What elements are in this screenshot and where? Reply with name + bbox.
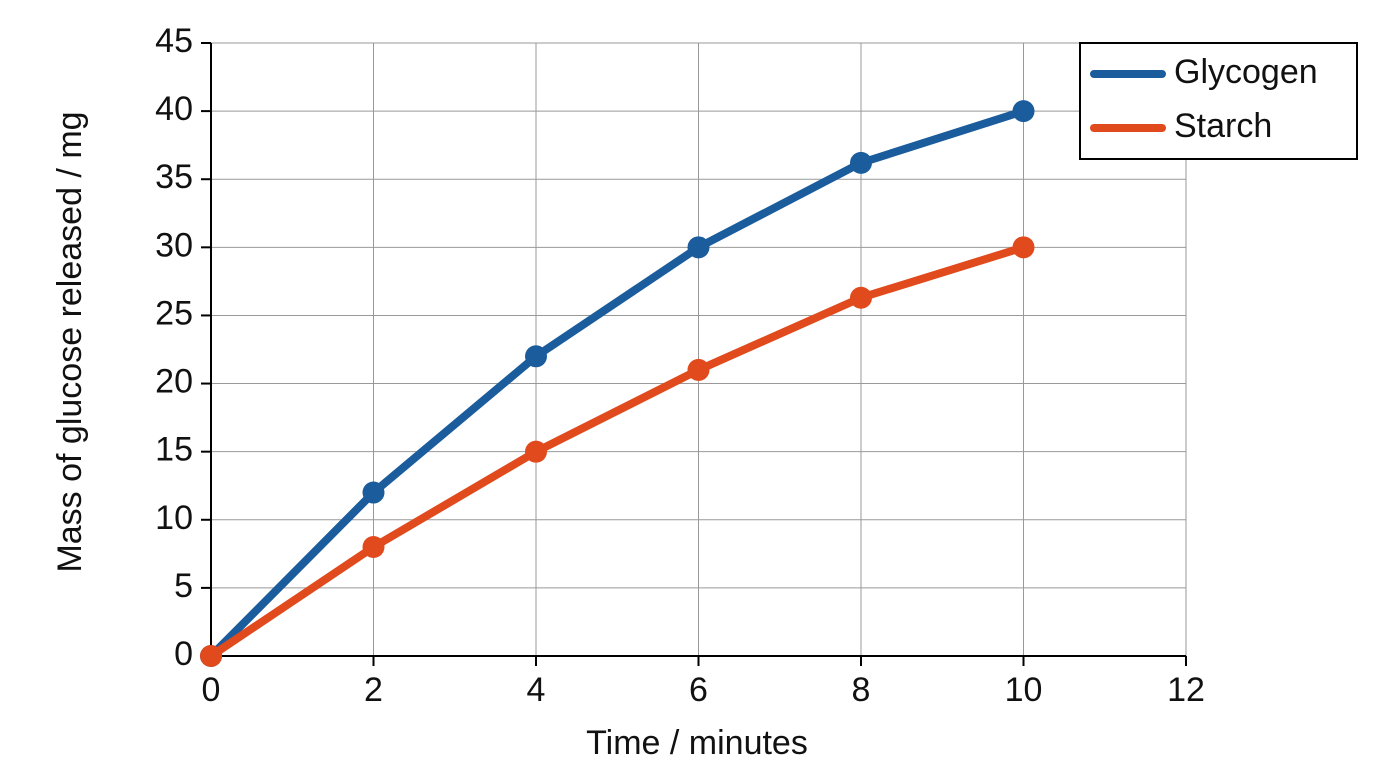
y-tick-label: 35 [155, 158, 193, 196]
x-tick-label: 10 [1005, 671, 1043, 709]
y-tick-label: 20 [155, 363, 193, 401]
data-point [687, 358, 710, 381]
series-line [208, 107, 1025, 659]
series-line [208, 243, 1025, 660]
x-tick-label: 12 [1167, 671, 1205, 709]
y-tick-label: 25 [155, 294, 193, 332]
y-tick-label: 40 [155, 90, 193, 128]
x-tick-label: 0 [202, 671, 221, 709]
data-point [850, 286, 872, 309]
y-tick-label: 0 [174, 635, 193, 673]
data-point [525, 440, 547, 463]
legend-box [1079, 42, 1358, 160]
y-tick-label: 45 [155, 22, 193, 60]
data-point [687, 236, 710, 259]
data-point [362, 536, 385, 559]
x-tick-label: 2 [364, 671, 383, 709]
data-point [1012, 100, 1035, 123]
data-point [200, 645, 222, 667]
data-point [1012, 236, 1035, 259]
data-point [362, 481, 385, 504]
data-point [850, 151, 872, 174]
x-tick-label: 6 [689, 671, 708, 709]
y-tick-label: 5 [174, 567, 193, 605]
data-point [525, 345, 547, 368]
y-tick-label: 10 [155, 499, 193, 537]
x-tick-label: 4 [527, 671, 546, 709]
y-tick-label: 15 [155, 431, 193, 469]
legend-label: Starch [1174, 107, 1272, 145]
y-tick-label: 30 [155, 226, 193, 264]
legend-label: Glycogen [1174, 53, 1318, 91]
x-tick-label: 8 [852, 671, 871, 709]
y-axis-label: Mass of glucose released / mg [51, 111, 89, 572]
x-axis-label: Time / minutes [586, 724, 808, 762]
